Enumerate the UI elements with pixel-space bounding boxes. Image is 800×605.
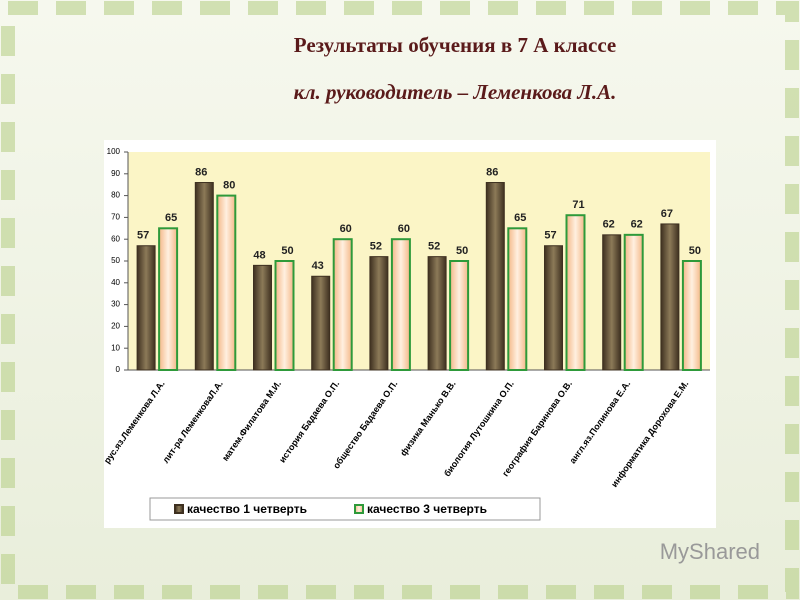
value-label: 86 <box>195 166 207 178</box>
value-label: 50 <box>689 245 701 257</box>
value-label: 60 <box>398 223 410 235</box>
legend <box>149 497 541 521</box>
bar <box>390 238 411 371</box>
bar <box>623 233 644 371</box>
plot-area <box>128 152 710 370</box>
bar <box>544 245 563 371</box>
bar <box>216 194 237 371</box>
value-label: 50 <box>456 245 468 257</box>
y-tick-label: 60 <box>111 234 120 243</box>
bar <box>311 275 331 371</box>
bar <box>660 223 680 371</box>
value-label: 57 <box>544 230 556 242</box>
bar <box>369 256 389 371</box>
value-label: 65 <box>165 212 177 224</box>
bar <box>158 227 179 371</box>
legend-swatch <box>174 504 184 514</box>
value-label: 86 <box>486 166 498 178</box>
chart-subtitle: кл. руководитель – Леменкова Л.А. <box>294 80 617 104</box>
bar <box>449 260 470 371</box>
value-label: 43 <box>312 260 324 272</box>
value-label: 62 <box>631 219 643 231</box>
y-tick-label: 30 <box>111 300 120 309</box>
y-tick-label: 100 <box>107 147 121 156</box>
bar <box>485 182 505 371</box>
bar <box>253 264 272 371</box>
value-label: 71 <box>572 199 584 211</box>
value-label: 60 <box>340 223 352 235</box>
legend-label: качество 1 четверть <box>187 502 307 516</box>
y-tick-label: 90 <box>111 169 120 178</box>
value-label: 48 <box>253 249 265 261</box>
y-tick-label: 50 <box>111 256 120 265</box>
watermark: MyShared <box>660 539 760 564</box>
bar <box>136 245 156 371</box>
chart-title: Результаты обучения в 7 А классе <box>294 33 616 57</box>
y-tick-label: 20 <box>111 322 120 331</box>
bar <box>681 260 702 371</box>
legend-swatch <box>354 504 364 514</box>
bar <box>194 182 214 371</box>
y-tick-label: 80 <box>111 191 120 200</box>
value-label: 62 <box>603 219 615 231</box>
bar <box>274 260 295 371</box>
y-tick-label: 40 <box>111 278 120 287</box>
value-label: 65 <box>514 212 526 224</box>
y-tick-label: 10 <box>111 343 120 352</box>
value-label: 67 <box>661 208 673 220</box>
bar <box>507 227 528 371</box>
value-label: 50 <box>281 245 293 257</box>
y-tick-label: 70 <box>111 213 120 222</box>
value-label: 57 <box>137 230 149 242</box>
bar <box>332 238 353 371</box>
y-tick-label: 0 <box>116 365 121 374</box>
value-label: 52 <box>428 241 440 253</box>
legend-label: качество 3 четверть <box>367 502 487 516</box>
value-label: 80 <box>223 180 235 192</box>
bar <box>602 234 622 371</box>
bar <box>427 256 447 371</box>
value-label: 52 <box>370 241 382 253</box>
bar <box>565 214 586 371</box>
